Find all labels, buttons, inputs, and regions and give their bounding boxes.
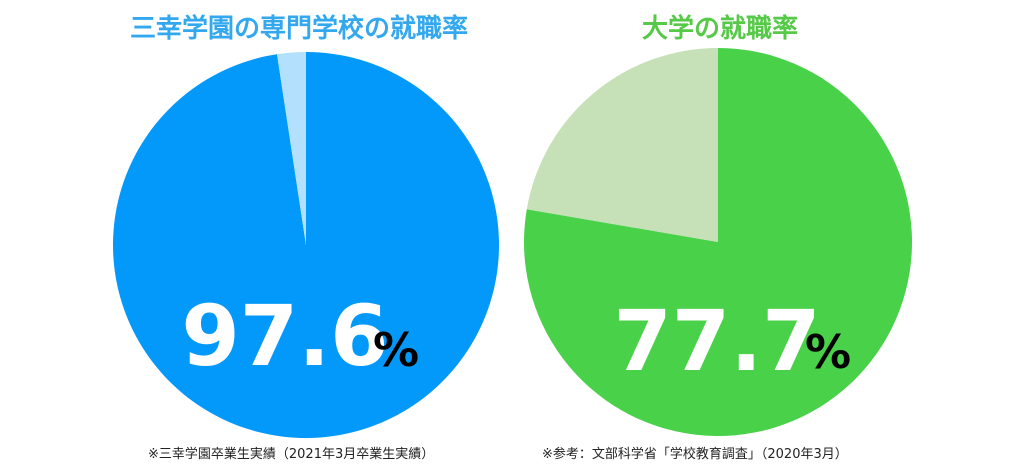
chart-title: 三幸学園の専門学校の就職率 bbox=[130, 14, 469, 44]
pie-chart-sanko: 三幸学園の専門学校の就職率 97.6 % ※三幸学園卒業生実績（2021年3月卒… bbox=[112, 14, 499, 462]
source-note: ※参考：文部科学省「学校教育調査」（2020年3月） bbox=[542, 447, 848, 462]
pie-slice-1 bbox=[277, 52, 306, 245]
source-note: ※三幸学園卒業生実績（2021年3月卒業生実績） bbox=[148, 447, 435, 462]
pie-slice-0 bbox=[524, 48, 912, 437]
percent-value: 97.6 bbox=[181, 287, 388, 385]
percent-value: 77.7 bbox=[613, 292, 820, 390]
pie-slice-0 bbox=[112, 52, 499, 439]
pie-svg: 77.7 % bbox=[524, 48, 912, 437]
pie-svg: 97.6 % bbox=[112, 52, 499, 439]
chart-title: 大学の就職率 bbox=[642, 14, 799, 44]
percent-unit: % bbox=[373, 323, 419, 377]
pie-chart-university: 大学の就職率 77.7 % ※参考：文部科学省「学校教育調査」（2020年3月） bbox=[512, 0, 1024, 474]
percent-unit: % bbox=[805, 325, 851, 379]
pie-slice-1 bbox=[526, 48, 718, 242]
